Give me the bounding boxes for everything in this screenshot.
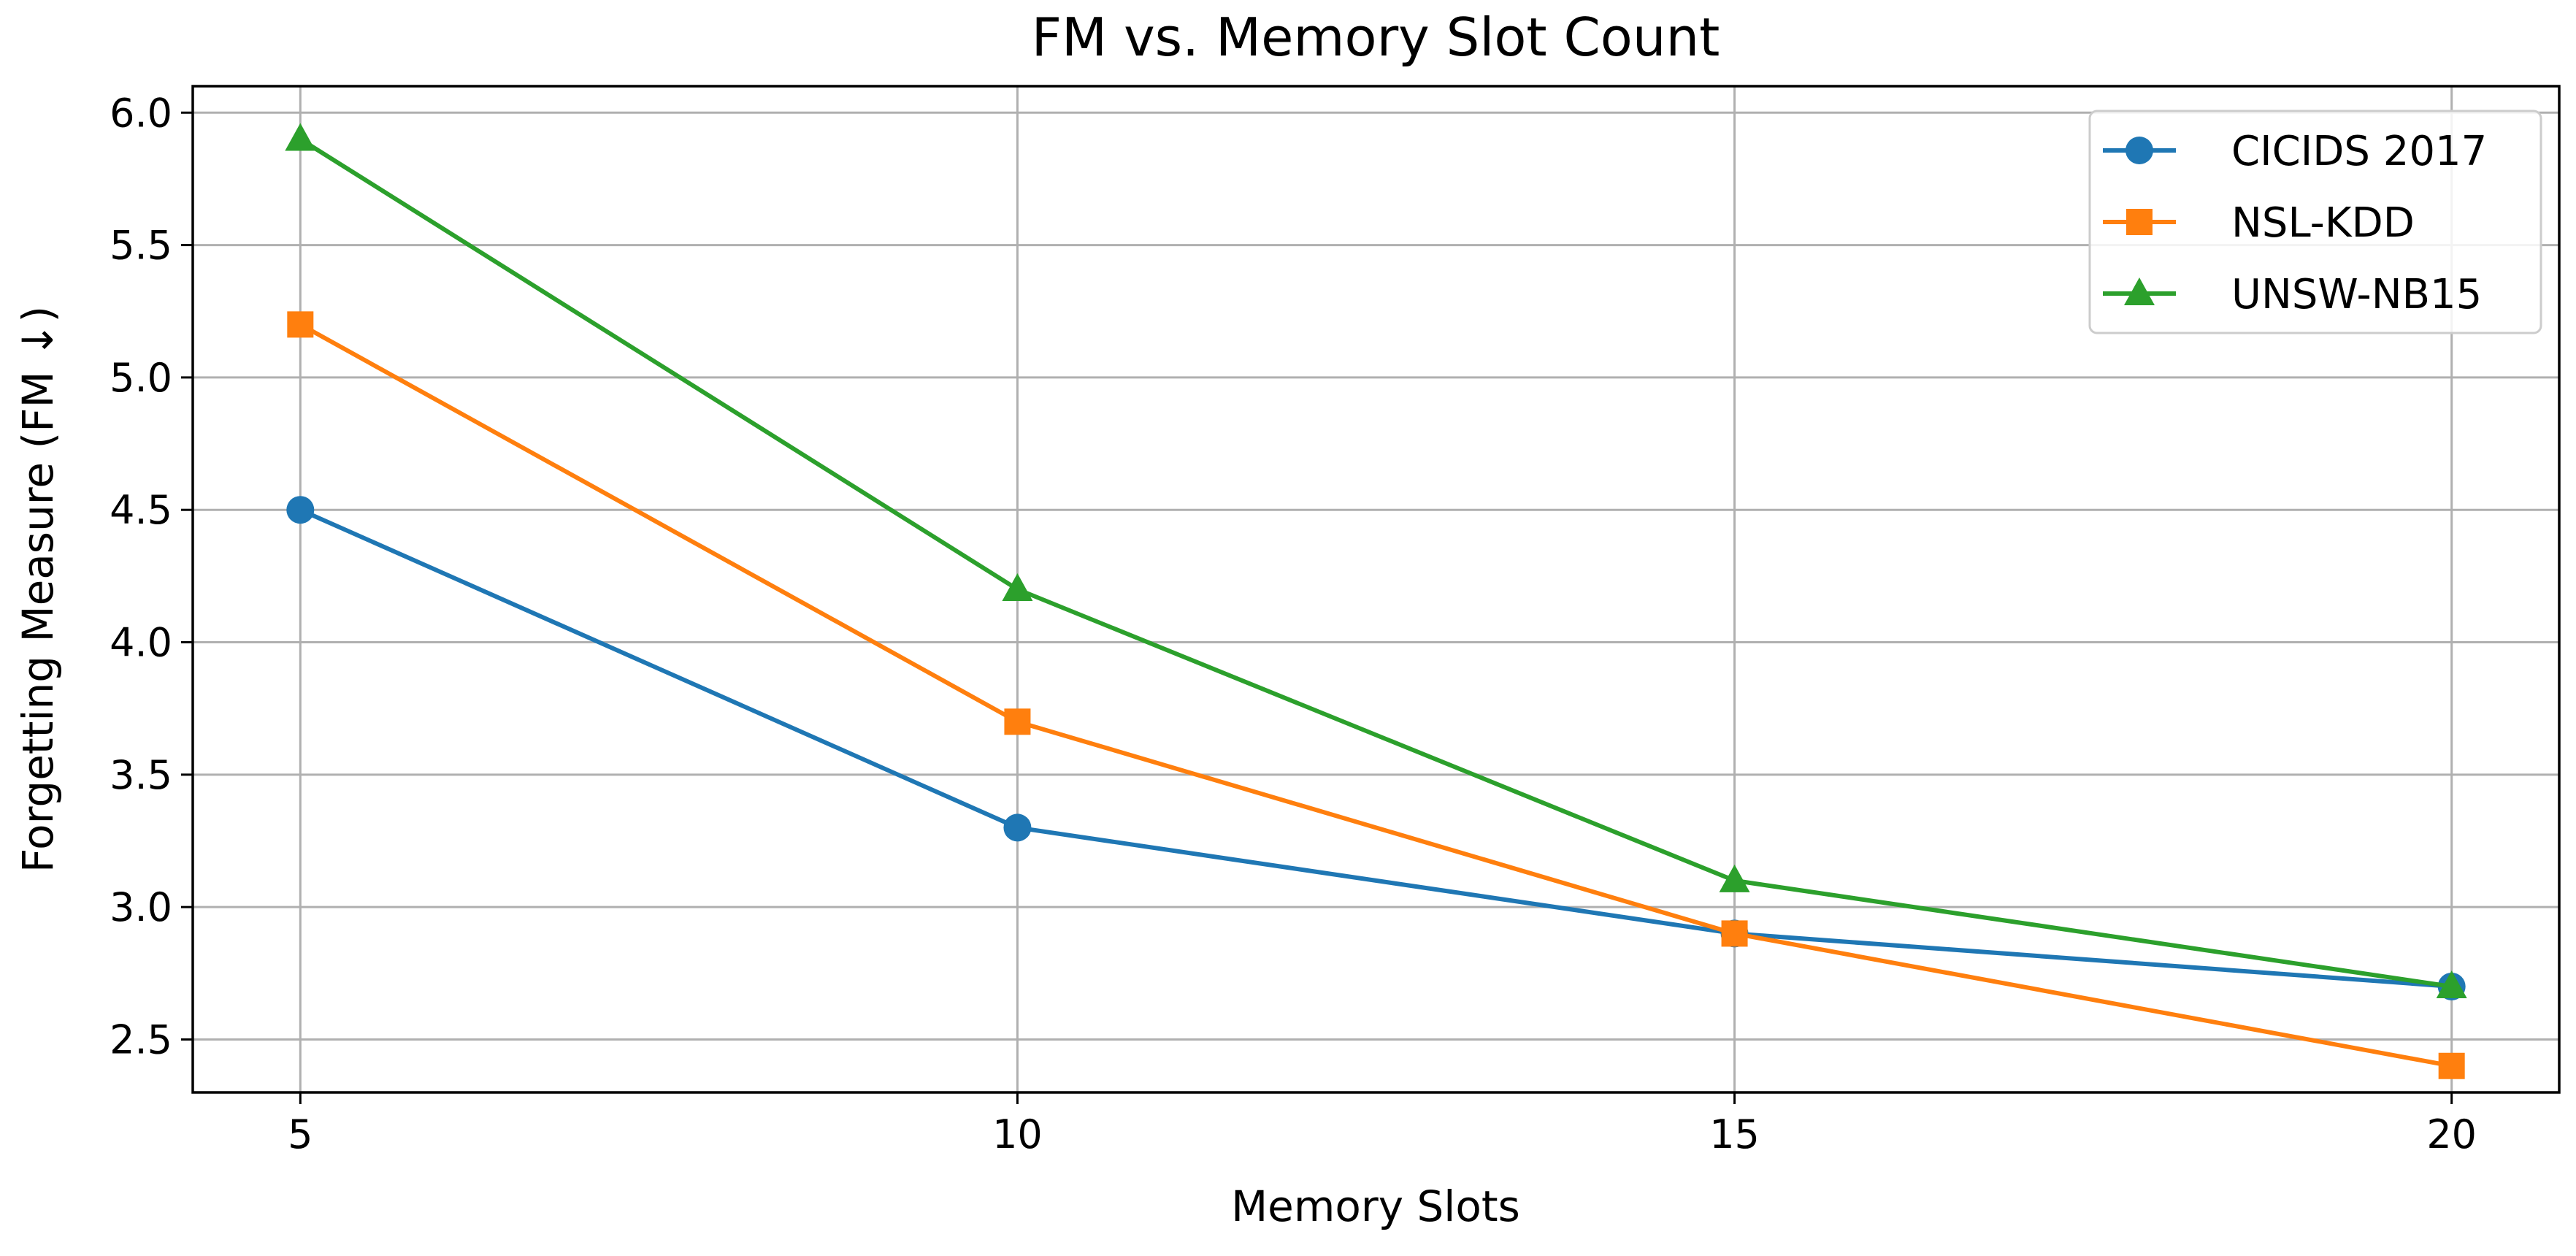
data-point-square bbox=[287, 311, 314, 338]
legend-marker-triangle bbox=[2124, 277, 2155, 305]
y-tick-label: 2.5 bbox=[110, 1016, 172, 1062]
legend-entry: NSL-KDD bbox=[2103, 199, 2415, 247]
data-point-square bbox=[1721, 920, 1748, 947]
y-tick-label: 6.0 bbox=[110, 90, 172, 136]
series-cicids-2017 bbox=[286, 496, 2466, 1000]
x-tick-label: 15 bbox=[1709, 1111, 1760, 1157]
grid-lines bbox=[193, 86, 2559, 1092]
plot-frame bbox=[191, 85, 2561, 1094]
legend-entry: CICIDS 2017 bbox=[2103, 128, 2487, 175]
legend: CICIDS 2017 NSL-KDD UNSW-NB15 bbox=[2088, 110, 2542, 334]
data-point-square bbox=[2438, 1052, 2465, 1079]
series-line bbox=[299, 508, 2452, 989]
y-tick-label: 4.0 bbox=[110, 620, 172, 666]
y-tick-label: 3.5 bbox=[110, 752, 172, 798]
series-unsw-nb15 bbox=[285, 123, 2467, 998]
y-tick-label: 5.5 bbox=[110, 223, 172, 269]
data-point-triangle bbox=[1002, 573, 1033, 601]
legend-label: NSL-KDD bbox=[2231, 199, 2415, 247]
data-point-circle bbox=[286, 496, 315, 524]
legend-marker-circle bbox=[2125, 137, 2153, 164]
series-nsl-kdd bbox=[287, 311, 2465, 1079]
chart-title: FM vs. Memory Slot Count bbox=[1032, 7, 1720, 68]
legend-label: UNSW-NB15 bbox=[2231, 271, 2482, 318]
y-tick-label: 4.5 bbox=[110, 487, 172, 533]
y-axis-label: Forgetting Measure (FM ↓) bbox=[13, 306, 63, 873]
data-point-circle bbox=[1003, 813, 1032, 842]
data-point-square bbox=[1004, 708, 1031, 735]
legend-label: CICIDS 2017 bbox=[2231, 128, 2487, 175]
y-tick-label: 3.0 bbox=[110, 884, 172, 930]
legend-box bbox=[2088, 110, 2542, 334]
series-layer bbox=[285, 123, 2467, 1079]
x-tick-label: 5 bbox=[288, 1111, 313, 1157]
y-tick-label: 5.0 bbox=[110, 355, 172, 401]
data-point-triangle bbox=[2436, 970, 2467, 998]
data-point-triangle bbox=[1719, 864, 1750, 892]
x-axis-label: Memory Slots bbox=[1231, 1182, 1520, 1231]
legend-entry: UNSW-NB15 bbox=[2103, 271, 2482, 318]
series-line bbox=[299, 137, 2453, 989]
x-tick-label: 20 bbox=[2426, 1111, 2477, 1157]
x-tick-label: 10 bbox=[992, 1111, 1043, 1157]
data-point-triangle bbox=[285, 123, 316, 151]
series-line bbox=[299, 322, 2453, 1068]
legend-marker-square bbox=[2126, 209, 2153, 235]
axis-ticks: 5 10 15 20 2.5 3.0 3.5 4.0 4.5 5.0 5.5 6.0 bbox=[110, 90, 2477, 1157]
